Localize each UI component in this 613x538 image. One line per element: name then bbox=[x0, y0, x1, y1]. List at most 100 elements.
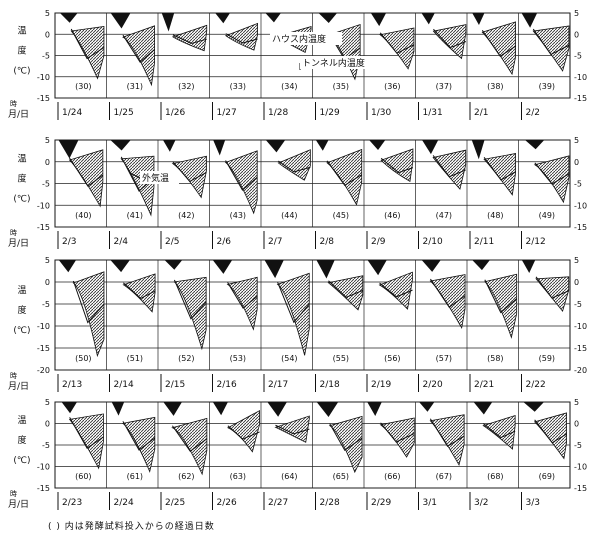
tunnel-temp-line bbox=[277, 282, 310, 324]
elapsed-day-label: (65) bbox=[333, 472, 349, 481]
date-label: 3/3 bbox=[526, 498, 540, 508]
y-tick-label-right: 5 bbox=[574, 256, 579, 265]
chart-panel-1: 5 5 0 0 -5 -5 -10 -10 -15 -15 温度 (℃) (30) 1/24 (31) 1/2… bbox=[8, 9, 587, 120]
series-annotation: ハウス内温度 bbox=[272, 33, 326, 45]
day-count-bg bbox=[381, 471, 404, 482]
tunnel-temp-line bbox=[481, 29, 516, 57]
y-axis-title-char: 度 bbox=[17, 45, 26, 57]
date-label: 2/25 bbox=[165, 498, 185, 508]
y-tick-label-left: 5 bbox=[45, 136, 50, 145]
tunnel-temp-line bbox=[173, 279, 207, 320]
date-label: 1/31 bbox=[423, 108, 443, 118]
house-temp-peak bbox=[161, 13, 175, 32]
y-axis-title-char: 温 bbox=[17, 285, 26, 296]
house-temp-peak bbox=[212, 402, 228, 416]
day-column-2/13: (50) 2/13 bbox=[57, 260, 105, 392]
elapsed-day-label: (31) bbox=[127, 82, 143, 91]
day-column-3/3: (69) 3/3 bbox=[518, 402, 567, 510]
day-count-bg bbox=[329, 81, 352, 92]
tunnel-temp-line bbox=[123, 282, 156, 300]
house-temp-peak bbox=[316, 402, 339, 418]
day-column-2/12: (49) 2/12 bbox=[518, 140, 570, 249]
day-column-2/20: (57) 2/20 bbox=[415, 260, 466, 392]
elapsed-day-label: (42) bbox=[178, 211, 194, 220]
house-temp-peak bbox=[164, 260, 183, 270]
tunnel-temp-line bbox=[379, 282, 413, 298]
outside-temp-band bbox=[171, 417, 208, 476]
date-label: 2/3 bbox=[62, 237, 76, 247]
day-count-bg bbox=[123, 353, 146, 364]
outside-temp-band bbox=[481, 21, 516, 76]
date-label: 1/30 bbox=[371, 108, 391, 118]
figure-caption: ( ) 内は発酵試料投入からの経過日数 bbox=[48, 522, 215, 532]
day-column-2/21: (58) 2/21 bbox=[466, 260, 518, 392]
elapsed-day-label: (58) bbox=[487, 354, 503, 363]
y-tick-label-left: -10 bbox=[37, 201, 50, 210]
elapsed-day-label: (46) bbox=[384, 211, 400, 220]
y-axis-title-char: (℃) bbox=[13, 326, 30, 336]
elapsed-day-label: (67) bbox=[436, 472, 452, 481]
house-temp-peak bbox=[110, 260, 130, 273]
x-axis-unit-label: 月/日 bbox=[8, 381, 29, 392]
y-tick-label-right: -5 bbox=[574, 180, 582, 189]
elapsed-day-label: (30) bbox=[75, 82, 91, 91]
outside-temp-band bbox=[120, 155, 155, 217]
x-axis-hour-label: 時 bbox=[10, 229, 17, 237]
elapsed-day-label: (45) bbox=[333, 211, 349, 220]
elapsed-day-label: (56) bbox=[384, 354, 400, 363]
day-column-2/26: (63) 2/26 bbox=[209, 402, 260, 510]
date-label: 2/4 bbox=[114, 237, 129, 247]
elapsed-day-label: (55) bbox=[333, 354, 349, 363]
y-tick-label-left: -10 bbox=[37, 322, 50, 331]
house-temp-peak bbox=[61, 402, 77, 414]
elapsed-day-label: (48) bbox=[487, 211, 503, 220]
date-label: 2/5 bbox=[165, 237, 179, 247]
y-axis-title-char: 度 bbox=[17, 304, 26, 316]
y-tick-label-right: -15 bbox=[574, 344, 587, 353]
day-count-bg bbox=[226, 353, 249, 364]
day-count-bg bbox=[226, 471, 249, 482]
y-axis-title-char: 温 bbox=[17, 415, 26, 426]
day-count-bg bbox=[278, 353, 301, 364]
day-count-bg bbox=[278, 471, 301, 482]
y-tick-label-right: 0 bbox=[574, 420, 579, 429]
outside-temp-band bbox=[327, 275, 364, 311]
day-column-3/2: (68) 3/2 bbox=[466, 402, 516, 510]
house-temp-peak bbox=[367, 402, 382, 416]
day-count-bg bbox=[432, 81, 455, 92]
day-count-bg bbox=[484, 353, 507, 364]
y-tick-label-left: -15 bbox=[37, 484, 50, 493]
outside-temp-band bbox=[122, 416, 156, 473]
house-temp-peak bbox=[315, 140, 329, 151]
outside-temp-band bbox=[224, 150, 258, 215]
date-label: 2/21 bbox=[474, 380, 494, 390]
y-tick-label-left: -20 bbox=[37, 366, 50, 375]
house-temp-peak bbox=[58, 260, 77, 273]
x-axis-hour-label: 時 bbox=[10, 372, 17, 380]
house-temp-peak bbox=[265, 140, 286, 153]
y-tick-label-right: 5 bbox=[574, 9, 579, 18]
outside-temp-band bbox=[224, 22, 258, 51]
day-count-bg bbox=[123, 81, 146, 92]
tunnel-temp-line bbox=[483, 156, 516, 181]
day-count-bg bbox=[432, 471, 455, 482]
tunnel-temp-line bbox=[72, 280, 105, 324]
house-temp-peak bbox=[521, 13, 538, 28]
outside-temp-band bbox=[379, 417, 415, 458]
date-label: 2/19 bbox=[371, 380, 391, 390]
day-column-1/25: (31) 1/25 bbox=[106, 13, 156, 120]
day-column-2/9: (46) 2/9 bbox=[363, 140, 414, 249]
elapsed-day-label: (63) bbox=[230, 472, 246, 481]
day-column-1/30: (36) 1/30 bbox=[363, 13, 415, 120]
tunnel-temp-line bbox=[70, 28, 105, 60]
date-label: 2/2 bbox=[526, 108, 540, 118]
tunnel-temp-line bbox=[432, 155, 466, 178]
tunnel-temp-line bbox=[326, 160, 363, 187]
outside-temp-band bbox=[171, 155, 207, 199]
day-count-bg bbox=[72, 353, 95, 364]
tunnel-temp-line bbox=[534, 419, 567, 444]
outside-temp-band bbox=[173, 276, 207, 351]
x-axis-hour-label: 時 bbox=[10, 100, 17, 108]
day-column-1/31: (37) 1/31 bbox=[415, 13, 467, 120]
date-label: 1/24 bbox=[62, 108, 82, 118]
